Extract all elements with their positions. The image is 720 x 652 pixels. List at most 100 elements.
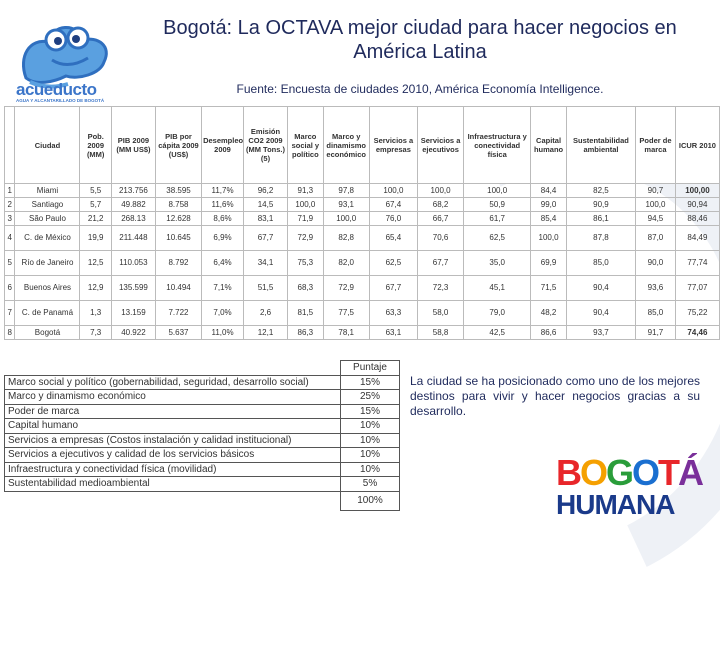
weight-value: 25% <box>340 389 400 405</box>
table-cell: 90,7 <box>635 183 676 198</box>
table-cell: 83,1 <box>242 211 289 226</box>
table-cell: 211.448 <box>110 225 156 251</box>
table-cell: 90,94 <box>674 197 720 212</box>
table-cell: 49.882 <box>110 197 156 212</box>
table-cell: 76,0 <box>368 211 419 226</box>
weight-value: 5% <box>340 476 400 492</box>
column-header: Capital humano <box>530 106 567 184</box>
column-header: Sustentabilidad ambiental <box>565 106 637 184</box>
table-cell: 8,6% <box>201 211 244 226</box>
table-cell: 77,5 <box>322 300 370 326</box>
table-row: 8 Bogotá 7,3 40.922 5.637 11,0% 12,1 86,3 78,1 63… <box>3 325 720 340</box>
table-cell: 8.792 <box>154 250 203 276</box>
weight-label: Sustentabilidad medioambiental <box>4 476 341 492</box>
table-cell: 87,0 <box>635 225 676 251</box>
table-cell: 2,6 <box>242 300 289 326</box>
table-cell: 78,1 <box>322 325 370 340</box>
table-body: 1 Miami 5,5 213.756 38.595 11,7% 96,2 91,3 97,8 1… <box>3 183 720 340</box>
table-cell: São Paulo <box>14 211 81 226</box>
weight-value: 10% <box>340 432 400 448</box>
table-cell: 100,0 <box>368 183 419 198</box>
table-cell: 11,6% <box>201 197 244 212</box>
weight-label: Capital humano <box>4 418 341 434</box>
table-cell: 10.645 <box>154 225 203 251</box>
table-cell: 7,3 <box>79 325 112 340</box>
table-cell: 7,1% <box>201 275 244 301</box>
table-cell: 268.13 <box>110 211 156 226</box>
weight-row: Infraestructura y conectividad física (m… <box>4 461 400 477</box>
table-cell: 93,6 <box>635 275 676 301</box>
column-header: Marco social y político <box>287 106 324 184</box>
table-cell: 79,0 <box>463 300 532 326</box>
table-cell: 68,2 <box>416 197 465 212</box>
source-label: Fuente <box>236 82 274 96</box>
table-cell: 135.599 <box>110 275 156 301</box>
table-row: 3 São Paulo 21,2 268.13 12.628 8,6% 83,1 71,9 10… <box>3 211 720 226</box>
table-cell: 35,0 <box>463 250 532 276</box>
weight-label: Poder de marca <box>4 403 341 419</box>
table-cell: 12,9 <box>79 275 112 301</box>
table-cell: 74,46 <box>674 325 720 340</box>
column-header <box>3 106 16 184</box>
column-header: Emisión CO2 2009 (MM Tons.) (5) <box>242 106 289 184</box>
slide-title: Bogotá: La OCTAVA mejor ciudad para hace… <box>163 17 677 63</box>
table-cell: 85,4 <box>530 211 567 226</box>
weight-value: 15% <box>340 374 400 390</box>
weights-table: Puntaje Marco social y político (goberna… <box>4 360 400 511</box>
weight-row: Capital humano 10% <box>4 418 400 434</box>
note-text: La ciudad se ha posicionado como uno de … <box>410 374 700 418</box>
table-cell: 51,5 <box>242 275 289 301</box>
weight-value: 10% <box>340 418 400 434</box>
table-cell: 11,0% <box>201 325 244 340</box>
weight-value: 15% <box>340 403 400 419</box>
weight-label: Servicios a empresas (Costos instalación… <box>4 432 341 448</box>
table-cell: 100,0 <box>416 183 465 198</box>
table-cell: 8 <box>3 325 16 340</box>
table-row: 4 C. de México 19,9 211.448 10.645 6,9% 67,7 72… <box>3 225 720 251</box>
table-cell: 50,9 <box>463 197 532 212</box>
table-cell: 21,2 <box>79 211 112 226</box>
table-row: 2 Santiago 5,7 49.882 8.758 11,6% 14,5 100,0 93,… <box>3 197 720 212</box>
column-header: PIB por cápita 2009 (US$) <box>154 106 203 184</box>
column-header: Marco y dinamismo económico <box>322 106 370 184</box>
table-cell: 100,0 <box>530 225 567 251</box>
table-cell: 75,22 <box>674 300 720 326</box>
table-cell: 100,0 <box>287 197 324 212</box>
table-cell: 68,3 <box>287 275 324 301</box>
table-cell: 12,5 <box>79 250 112 276</box>
table-cell: 71,9 <box>287 211 324 226</box>
table-cell: 6,9% <box>201 225 244 251</box>
table-cell: 5,5 <box>79 183 112 198</box>
table-cell: 62,5 <box>463 225 532 251</box>
table-cell: 1 <box>3 183 16 198</box>
table-cell: 67,7 <box>416 250 465 276</box>
weight-label: Marco y dinamismo económico <box>4 389 341 405</box>
table-cell: 5 <box>3 250 16 276</box>
table-cell: 6,4% <box>201 250 244 276</box>
table-cell: 69,9 <box>530 250 567 276</box>
column-header: Desempleo 2009 <box>201 106 244 184</box>
table-cell: 88,46 <box>674 211 720 226</box>
bogota-humana-logo: BOGOTÁ HUMANA <box>556 455 704 526</box>
table-cell: 77,74 <box>674 250 720 276</box>
table-cell: 58,8 <box>416 325 465 340</box>
table-cell: 12.628 <box>154 211 203 226</box>
table-cell: 65,4 <box>368 225 419 251</box>
table-cell: 75,3 <box>287 250 324 276</box>
column-header: Pob. 2009 (MM) <box>79 106 112 184</box>
weight-row: Servicios a ejecutivos y calidad de los … <box>4 447 400 463</box>
table-row: 7 C. de Panamá 1,3 13.159 7.722 7,0% 2,6 81,5 77… <box>3 300 720 326</box>
weight-row: Sustentabilidad medioambiental 5% <box>4 476 400 492</box>
column-header: ICUR 2010 <box>674 106 720 184</box>
table-cell: 10.494 <box>154 275 203 301</box>
acueducto-logo <box>8 16 126 106</box>
table-cell: 1,3 <box>79 300 112 326</box>
table-cell: 40.922 <box>110 325 156 340</box>
column-header: PIB 2009 (MM US$) <box>110 106 156 184</box>
table-cell: 84,4 <box>530 183 567 198</box>
weight-label: Servicios a ejecutivos y calidad de los … <box>4 447 341 463</box>
table-cell: 67,7 <box>242 225 289 251</box>
table-row: 1 Miami 5,5 213.756 38.595 11,7% 96,2 91,3 97,8 1… <box>3 183 720 198</box>
table-cell: 86,6 <box>530 325 567 340</box>
table-cell: 82,0 <box>322 250 370 276</box>
